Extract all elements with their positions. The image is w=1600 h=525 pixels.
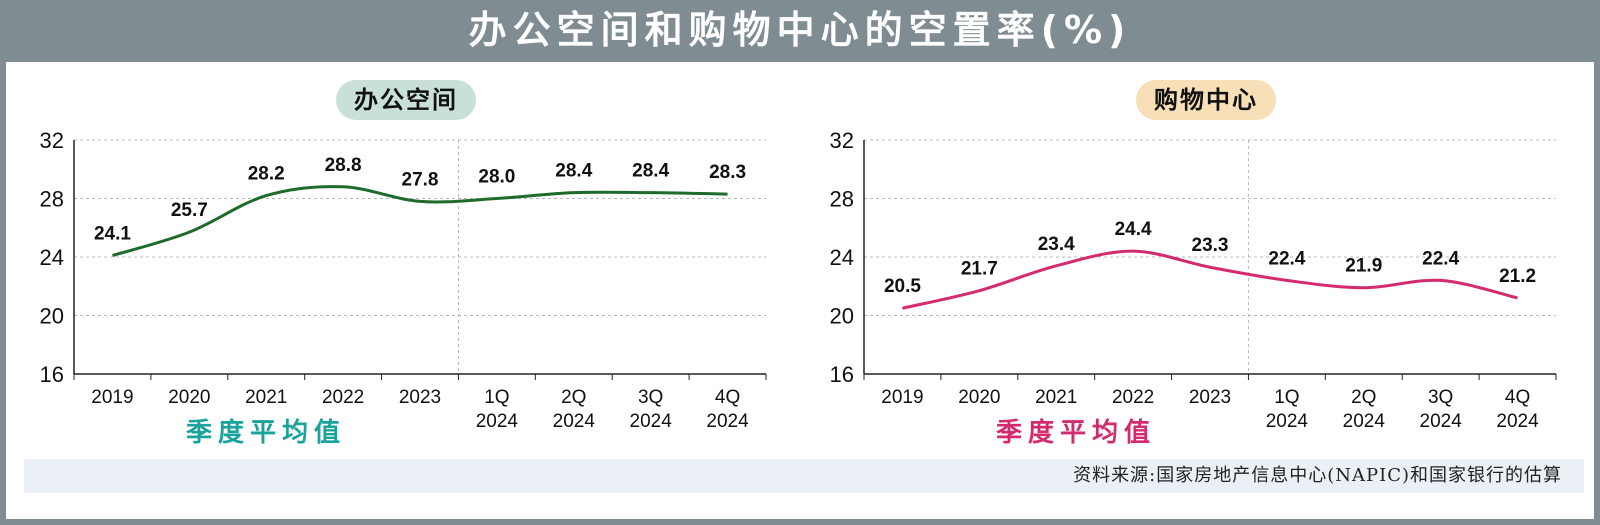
- x-tick-label: 2022: [1112, 387, 1154, 408]
- series-line: [112, 185, 728, 257]
- x-tick-label: 2021: [245, 387, 287, 408]
- data-label: 28.0: [478, 167, 515, 188]
- data-label: 23.4: [1038, 234, 1075, 255]
- y-tick-label: 28: [40, 187, 64, 212]
- x-tick-label: 1Q: [1274, 387, 1299, 408]
- main-title: 办公空间和购物中心的空置率(%): [468, 8, 1132, 52]
- x-tick-label: 2024: [553, 411, 596, 432]
- data-label: 24.4: [1115, 219, 1152, 240]
- y-tick-label: 32: [40, 128, 64, 153]
- office-chart: 办公空间 16 20 24 28 32 2019 2020 2021 2022 2023 1Q 202…: [6, 70, 776, 490]
- source-text: 资料来源:国家房地产信息中心(NAPIC)和国家银行的估算: [1073, 465, 1562, 486]
- office-chart-title: 办公空间: [336, 80, 476, 120]
- x-tick-label: 2023: [399, 387, 441, 408]
- y-tick-label: 16: [40, 362, 64, 387]
- x-tick-label: 2020: [958, 387, 1000, 408]
- y-tick-label: 20: [830, 304, 854, 329]
- x-tick-label: 2024: [1420, 411, 1463, 432]
- data-label: 24.1: [94, 224, 131, 245]
- x-tick-label: 2024: [476, 411, 519, 432]
- y-tick-label: 28: [830, 187, 854, 212]
- x-tick-label: 2023: [1189, 387, 1231, 408]
- data-label: 28.2: [248, 164, 285, 185]
- x-tick-label: 3Q: [638, 387, 663, 408]
- x-tick-label: 2024: [1266, 411, 1309, 432]
- x-tick-label: 2024: [630, 411, 673, 432]
- data-label: 22.4: [1422, 248, 1459, 269]
- x-tick-label: 2Q: [1351, 387, 1376, 408]
- y-tick-label: 16: [830, 362, 854, 387]
- data-label: 21.2: [1499, 266, 1536, 287]
- x-tick-label: 4Q: [1505, 387, 1530, 408]
- y-tick-label: 24: [830, 245, 854, 270]
- x-tick-label: 2021: [1035, 387, 1077, 408]
- x-tick-label: 2020: [168, 387, 210, 408]
- x-tick-label: 2024: [1496, 411, 1539, 432]
- data-label: 20.5: [884, 276, 921, 297]
- x-tick-label: 2Q: [561, 387, 586, 408]
- data-label: 28.8: [325, 155, 362, 176]
- x-tick-label: 2024: [706, 411, 749, 432]
- source-bar: 资料来源:国家房地产信息中心(NAPIC)和国家银行的估算: [24, 459, 1584, 493]
- data-label: 23.3: [1192, 235, 1229, 256]
- y-tick-label: 24: [40, 245, 64, 270]
- series-line: [902, 249, 1518, 310]
- y-tick-label: 32: [830, 128, 854, 153]
- data-label: 28.4: [555, 161, 592, 182]
- mall-chart: 购物中心 16 20 24 28 32 2019 2020 2021 2022 2023 1Q 202…: [796, 70, 1566, 490]
- data-label: 25.7: [171, 200, 208, 221]
- data-label: 21.9: [1345, 256, 1382, 277]
- y-tick-label: 20: [40, 304, 64, 329]
- data-label: 22.4: [1268, 248, 1305, 269]
- x-tick-label: 2024: [1343, 411, 1386, 432]
- data-label: 21.7: [961, 259, 998, 280]
- mall-xaxis-label: 季度平均值: [996, 418, 1157, 448]
- mall-chart-title: 购物中心: [1136, 80, 1276, 120]
- x-tick-label: 2019: [91, 387, 133, 408]
- data-label: 28.3: [709, 162, 746, 183]
- x-tick-label: 2019: [881, 387, 923, 408]
- x-tick-label: 1Q: [484, 387, 509, 408]
- x-tick-label: 2022: [322, 387, 364, 408]
- data-label: 28.4: [632, 161, 669, 182]
- data-label: 27.8: [402, 169, 439, 190]
- x-tick-label: 3Q: [1428, 387, 1453, 408]
- chart-panel: 办公空间 16 20 24 28 32 2019 2020 2021 2022 2023 1Q 202…: [6, 62, 1594, 519]
- office-xaxis-label: 季度平均值: [186, 418, 347, 448]
- x-tick-label: 4Q: [715, 387, 740, 408]
